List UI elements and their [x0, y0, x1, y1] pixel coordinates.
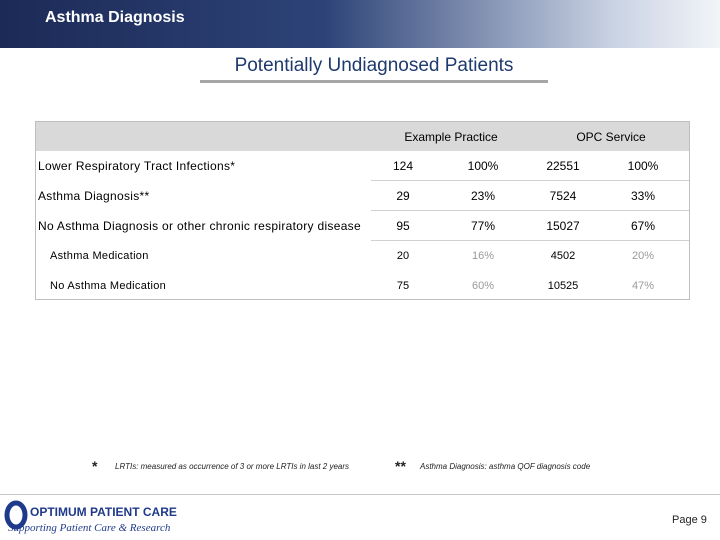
- footnote-mark: *: [92, 458, 98, 474]
- table: Example Practice OPC Service Lower Respira…: [35, 121, 690, 300]
- row-label: Asthma Medication: [50, 250, 149, 262]
- cell-value: 29: [396, 189, 410, 203]
- slide-title: Potentially Undiagnosed Patients: [234, 55, 514, 76]
- cell-value: 10525: [547, 280, 579, 292]
- cell-value: 20%: [631, 250, 655, 262]
- row-rule: [371, 210, 689, 211]
- cell-value: 22551: [546, 159, 580, 173]
- cell-value: 20: [396, 250, 410, 262]
- group-header: OPC Service: [576, 130, 646, 144]
- header-title: Asthma Diagnosis: [45, 9, 185, 26]
- cell-value: 77%: [470, 219, 496, 233]
- cell-value: 33%: [630, 189, 656, 203]
- logo-tagline: Supporting Patient Care & Research: [8, 522, 171, 534]
- row-rule: [371, 180, 689, 181]
- cell-value: 4502: [550, 250, 576, 262]
- cell-value: 67%: [630, 219, 656, 233]
- row-label: No Asthma Diagnosis or other chronic res…: [38, 219, 361, 233]
- footer-rule: [0, 494, 720, 495]
- cell-value: 60%: [471, 280, 495, 292]
- row-label: No Asthma Medication: [50, 280, 167, 292]
- footnote-text: LRTIs: measured as occurrence of 3 or mo…: [115, 462, 350, 471]
- page-number: Page 9: [672, 514, 707, 526]
- footnote-mark: **: [395, 458, 406, 474]
- cell-value: 7524: [549, 189, 577, 203]
- cell-value: 75: [396, 280, 410, 292]
- row-label: Asthma Diagnosis**: [38, 189, 150, 203]
- group-header: Example Practice: [404, 130, 498, 144]
- logo-name: OPTIMUM PATIENT CARE: [30, 505, 177, 519]
- cell-value: 95: [396, 219, 410, 233]
- header-bar: [0, 0, 720, 48]
- cell-value: 15027: [546, 219, 580, 233]
- cell-value: 100%: [467, 159, 499, 173]
- cell-value: 47%: [631, 280, 655, 292]
- row-rule: [371, 240, 689, 241]
- cell-value: 100%: [627, 159, 659, 173]
- cell-value: 124: [392, 159, 414, 173]
- row-label: Lower Respiratory Tract Infections*: [38, 159, 236, 173]
- cell-value: 23%: [470, 189, 496, 203]
- title-underline: [200, 80, 548, 83]
- footnote-text: Asthma Diagnosis: asthma QOF diagnosis c…: [420, 462, 591, 471]
- header-row: [36, 122, 689, 151]
- cell-value: 16%: [471, 250, 495, 262]
- logo-icon: [4, 500, 28, 530]
